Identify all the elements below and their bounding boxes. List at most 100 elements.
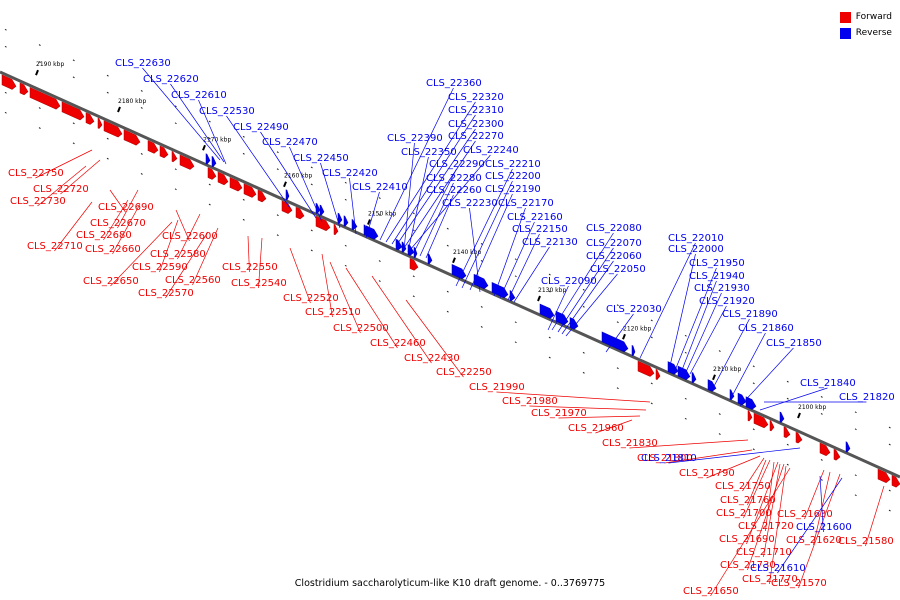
track-tick (378, 260, 381, 262)
reverse-gene (205, 153, 211, 165)
forward-gene-label: CLS_22690 (98, 202, 154, 213)
reverse-leader-line (493, 207, 526, 297)
forward-gene (753, 412, 769, 429)
track-tick (582, 371, 585, 374)
forward-gene-label: CLS_21990 (469, 382, 525, 393)
track-tick (174, 105, 177, 108)
track-tick (854, 494, 857, 497)
track-tick (412, 295, 415, 298)
reverse-leader-line (198, 99, 227, 165)
reverse-leader-line (729, 332, 766, 401)
kbp-tick-label: 2180 kbp (118, 98, 146, 105)
reverse-gene (395, 238, 403, 251)
forward-gene (1, 74, 17, 90)
forward-leader-line (159, 219, 179, 273)
forward-leader-line (54, 201, 93, 252)
track-tick (684, 334, 687, 337)
reverse-gene (707, 379, 717, 392)
track-tick (480, 326, 483, 328)
track-tick (38, 127, 41, 129)
track-tick (208, 137, 211, 140)
reverse-leader-line (605, 313, 634, 353)
track-tick (514, 258, 517, 261)
reverse-gene (451, 264, 467, 280)
forward-leader-line (664, 449, 753, 464)
forward-gene-label: CLS_21720 (738, 521, 794, 532)
forward-leader-line (710, 467, 791, 597)
forward-gene-label: CLS_22430 (404, 353, 460, 364)
reverse-leader-line (226, 115, 291, 209)
reverse-leader-line (499, 221, 535, 299)
reverse-gene (729, 389, 735, 401)
forward-gene-label: CLS_21700 (716, 508, 772, 519)
forward-gene-label: CLS_22580 (150, 249, 206, 260)
reverse-leader-line (320, 162, 341, 229)
track-tick (242, 218, 245, 221)
forward-gene (795, 431, 803, 444)
track-tick (820, 413, 823, 415)
track-tick (616, 387, 619, 390)
forward-gene-label: CLS_21790 (679, 468, 735, 479)
track-tick (786, 443, 789, 446)
forward-leader-line (798, 473, 841, 589)
forward-gene-label: CLS_21620 (786, 535, 842, 546)
reverse-leader-line (547, 285, 569, 331)
reverse-gene-label: CLS_22610 (171, 90, 227, 101)
forward-leader-line (329, 261, 361, 334)
reverse-gene-label: CLS_22620 (143, 74, 199, 85)
reverse-gene-label: CLS_22010 (668, 233, 724, 244)
forward-leader-line (60, 159, 101, 195)
track-tick (548, 273, 551, 276)
forward-gene (19, 82, 29, 96)
forward-leader-line (37, 165, 87, 207)
reverse-leader-line (403, 142, 415, 251)
reverse-leader-line (551, 232, 614, 331)
reverse-gene-label: CLS_22160 (507, 212, 563, 223)
forward-gene-label: CLS_22250 (436, 367, 492, 378)
track-tick (684, 417, 687, 420)
forward-leader-line (558, 415, 641, 419)
reverse-gene-label: CLS_22210 (485, 159, 541, 170)
reverse-leader-line (425, 194, 454, 259)
forward-leader-line (103, 199, 129, 241)
forward-leader-line (496, 391, 651, 403)
track-tick (344, 244, 347, 247)
track-tick (310, 229, 313, 232)
track-tick (140, 90, 143, 92)
reverse-gene-label: CLS_22200 (485, 171, 541, 182)
reverse-leader-line (739, 347, 794, 407)
forward-gene (207, 167, 217, 180)
forward-gene (409, 258, 419, 271)
reverse-leader-line (407, 156, 429, 253)
track-tick (548, 290, 551, 293)
kbp-tick-label: 2190 kbp (36, 61, 64, 68)
reverse-gene (509, 290, 516, 302)
genome-backbone (0, 70, 900, 479)
track-tick (888, 443, 891, 446)
forward-leader-line (742, 457, 765, 492)
legend-reverse-label: Reverse (855, 28, 892, 38)
reverse-gene (779, 411, 785, 423)
reverse-leader-line (557, 247, 614, 333)
forward-gene (315, 215, 331, 231)
track-tick (276, 151, 279, 154)
track-tick (616, 304, 619, 307)
track-tick (72, 122, 75, 125)
forward-gene (97, 117, 103, 129)
forward-leader-line (110, 221, 173, 287)
kbp-tick-label: 2110 kbp (713, 366, 741, 373)
track-tick (718, 433, 721, 435)
forward-gene (159, 145, 169, 159)
forward-gene-label: CLS_21960 (568, 423, 624, 434)
reverse-gene-label: CLS_22280 (426, 173, 482, 184)
forward-gene-label: CLS_21580 (838, 536, 894, 547)
track-tick (752, 428, 755, 431)
forward-gene (655, 368, 661, 380)
track-tick (4, 28, 7, 31)
reverse-gene-label: CLS_21820 (839, 392, 895, 403)
track-tick (446, 227, 449, 230)
track-tick (38, 107, 41, 109)
reverse-gene (601, 331, 629, 353)
forward-gene-label: CLS_22660 (85, 244, 141, 255)
